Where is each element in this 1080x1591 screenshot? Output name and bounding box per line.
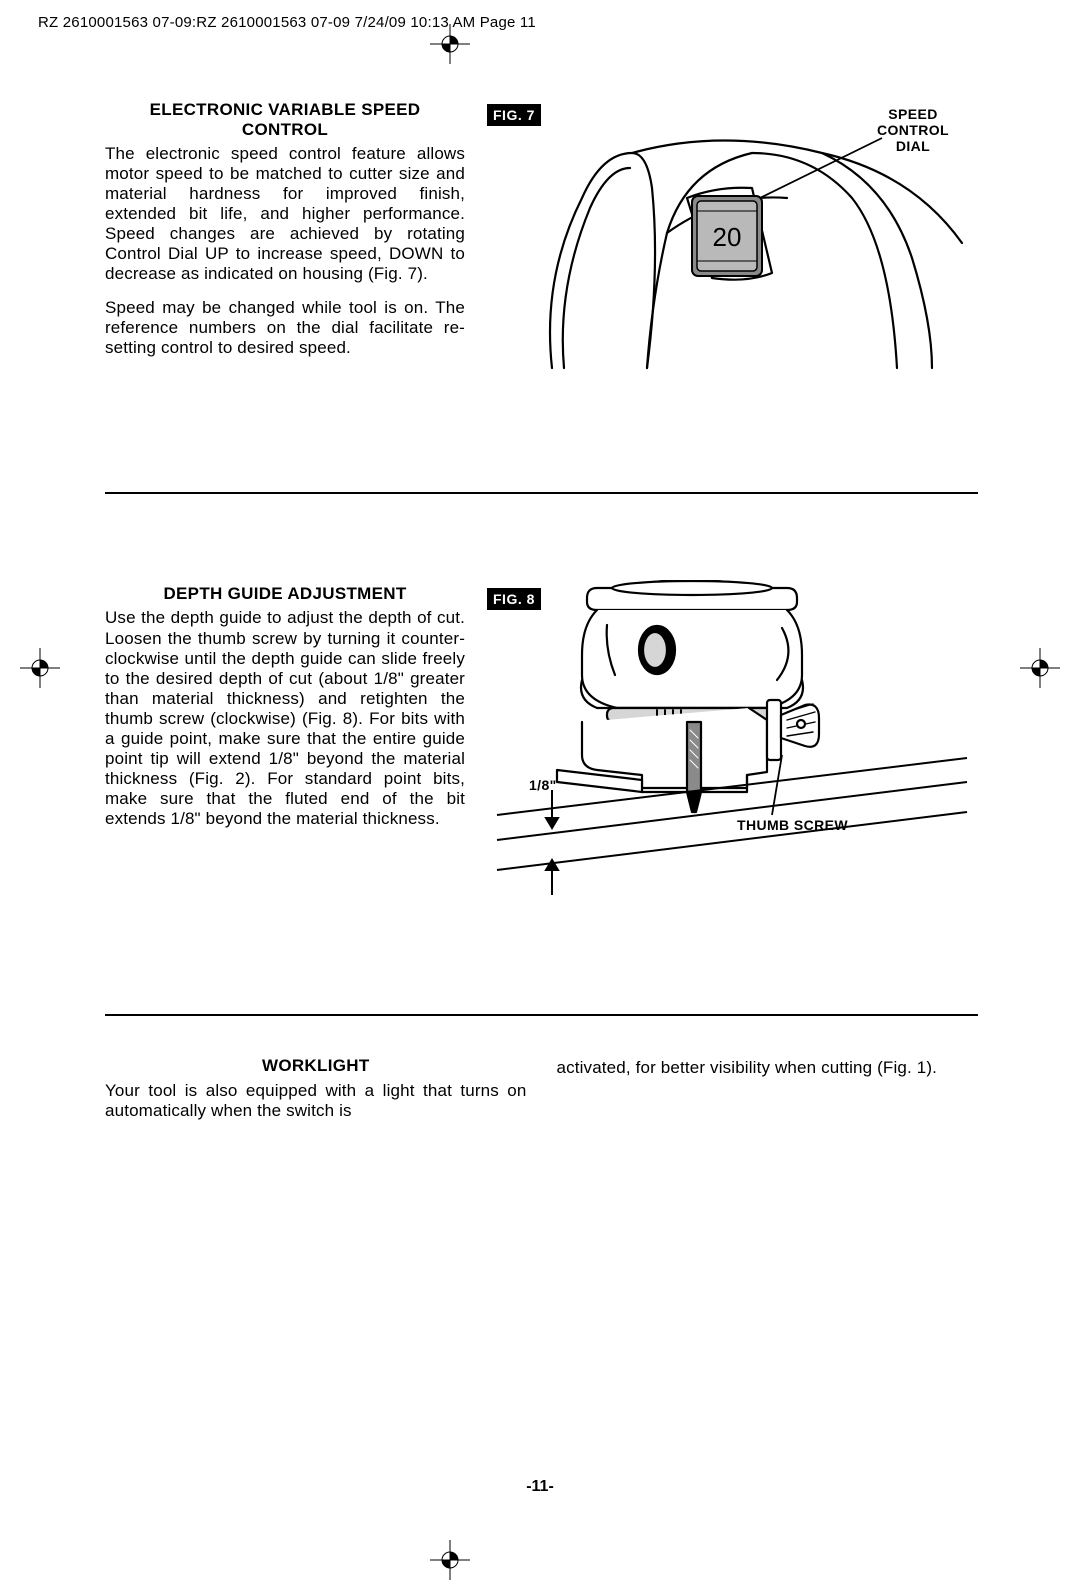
section-worklight: WORKLIGHT Your tool is also equipped wit… xyxy=(105,1056,978,1120)
figure-8-diagram xyxy=(487,580,987,920)
section-speed-control: ELECTRONIC VARIABLE SPEED CONTROL The el… xyxy=(105,100,978,372)
section1-title: ELECTRONIC VARIABLE SPEED CONTROL xyxy=(105,100,465,140)
registration-mark-icon xyxy=(430,24,470,64)
page-number: -11- xyxy=(0,1478,1080,1496)
section3-col2: activated, for better visibility when cu… xyxy=(557,1058,938,1077)
svg-text:20: 20 xyxy=(713,222,742,252)
section1-p1: The electronic speed control feature all… xyxy=(105,144,465,284)
figure-7-diagram: 20 xyxy=(487,98,977,378)
section2-p1: Use the depth guide to adjust the depth … xyxy=(105,608,465,829)
registration-mark-icon xyxy=(20,648,60,688)
section-depth-guide: DEPTH GUIDE ADJUSTMENT Use the depth gui… xyxy=(105,584,978,924)
section2-title: DEPTH GUIDE ADJUSTMENT xyxy=(105,584,465,604)
divider xyxy=(105,1014,978,1016)
section1-p2: Speed may be changed while tool is on. T… xyxy=(105,298,465,358)
registration-mark-icon xyxy=(1020,648,1060,688)
registration-mark-icon xyxy=(430,1540,470,1580)
section3-col1: Your tool is also equipped with a light … xyxy=(105,1081,527,1120)
section3-title: WORKLIGHT xyxy=(105,1056,527,1076)
